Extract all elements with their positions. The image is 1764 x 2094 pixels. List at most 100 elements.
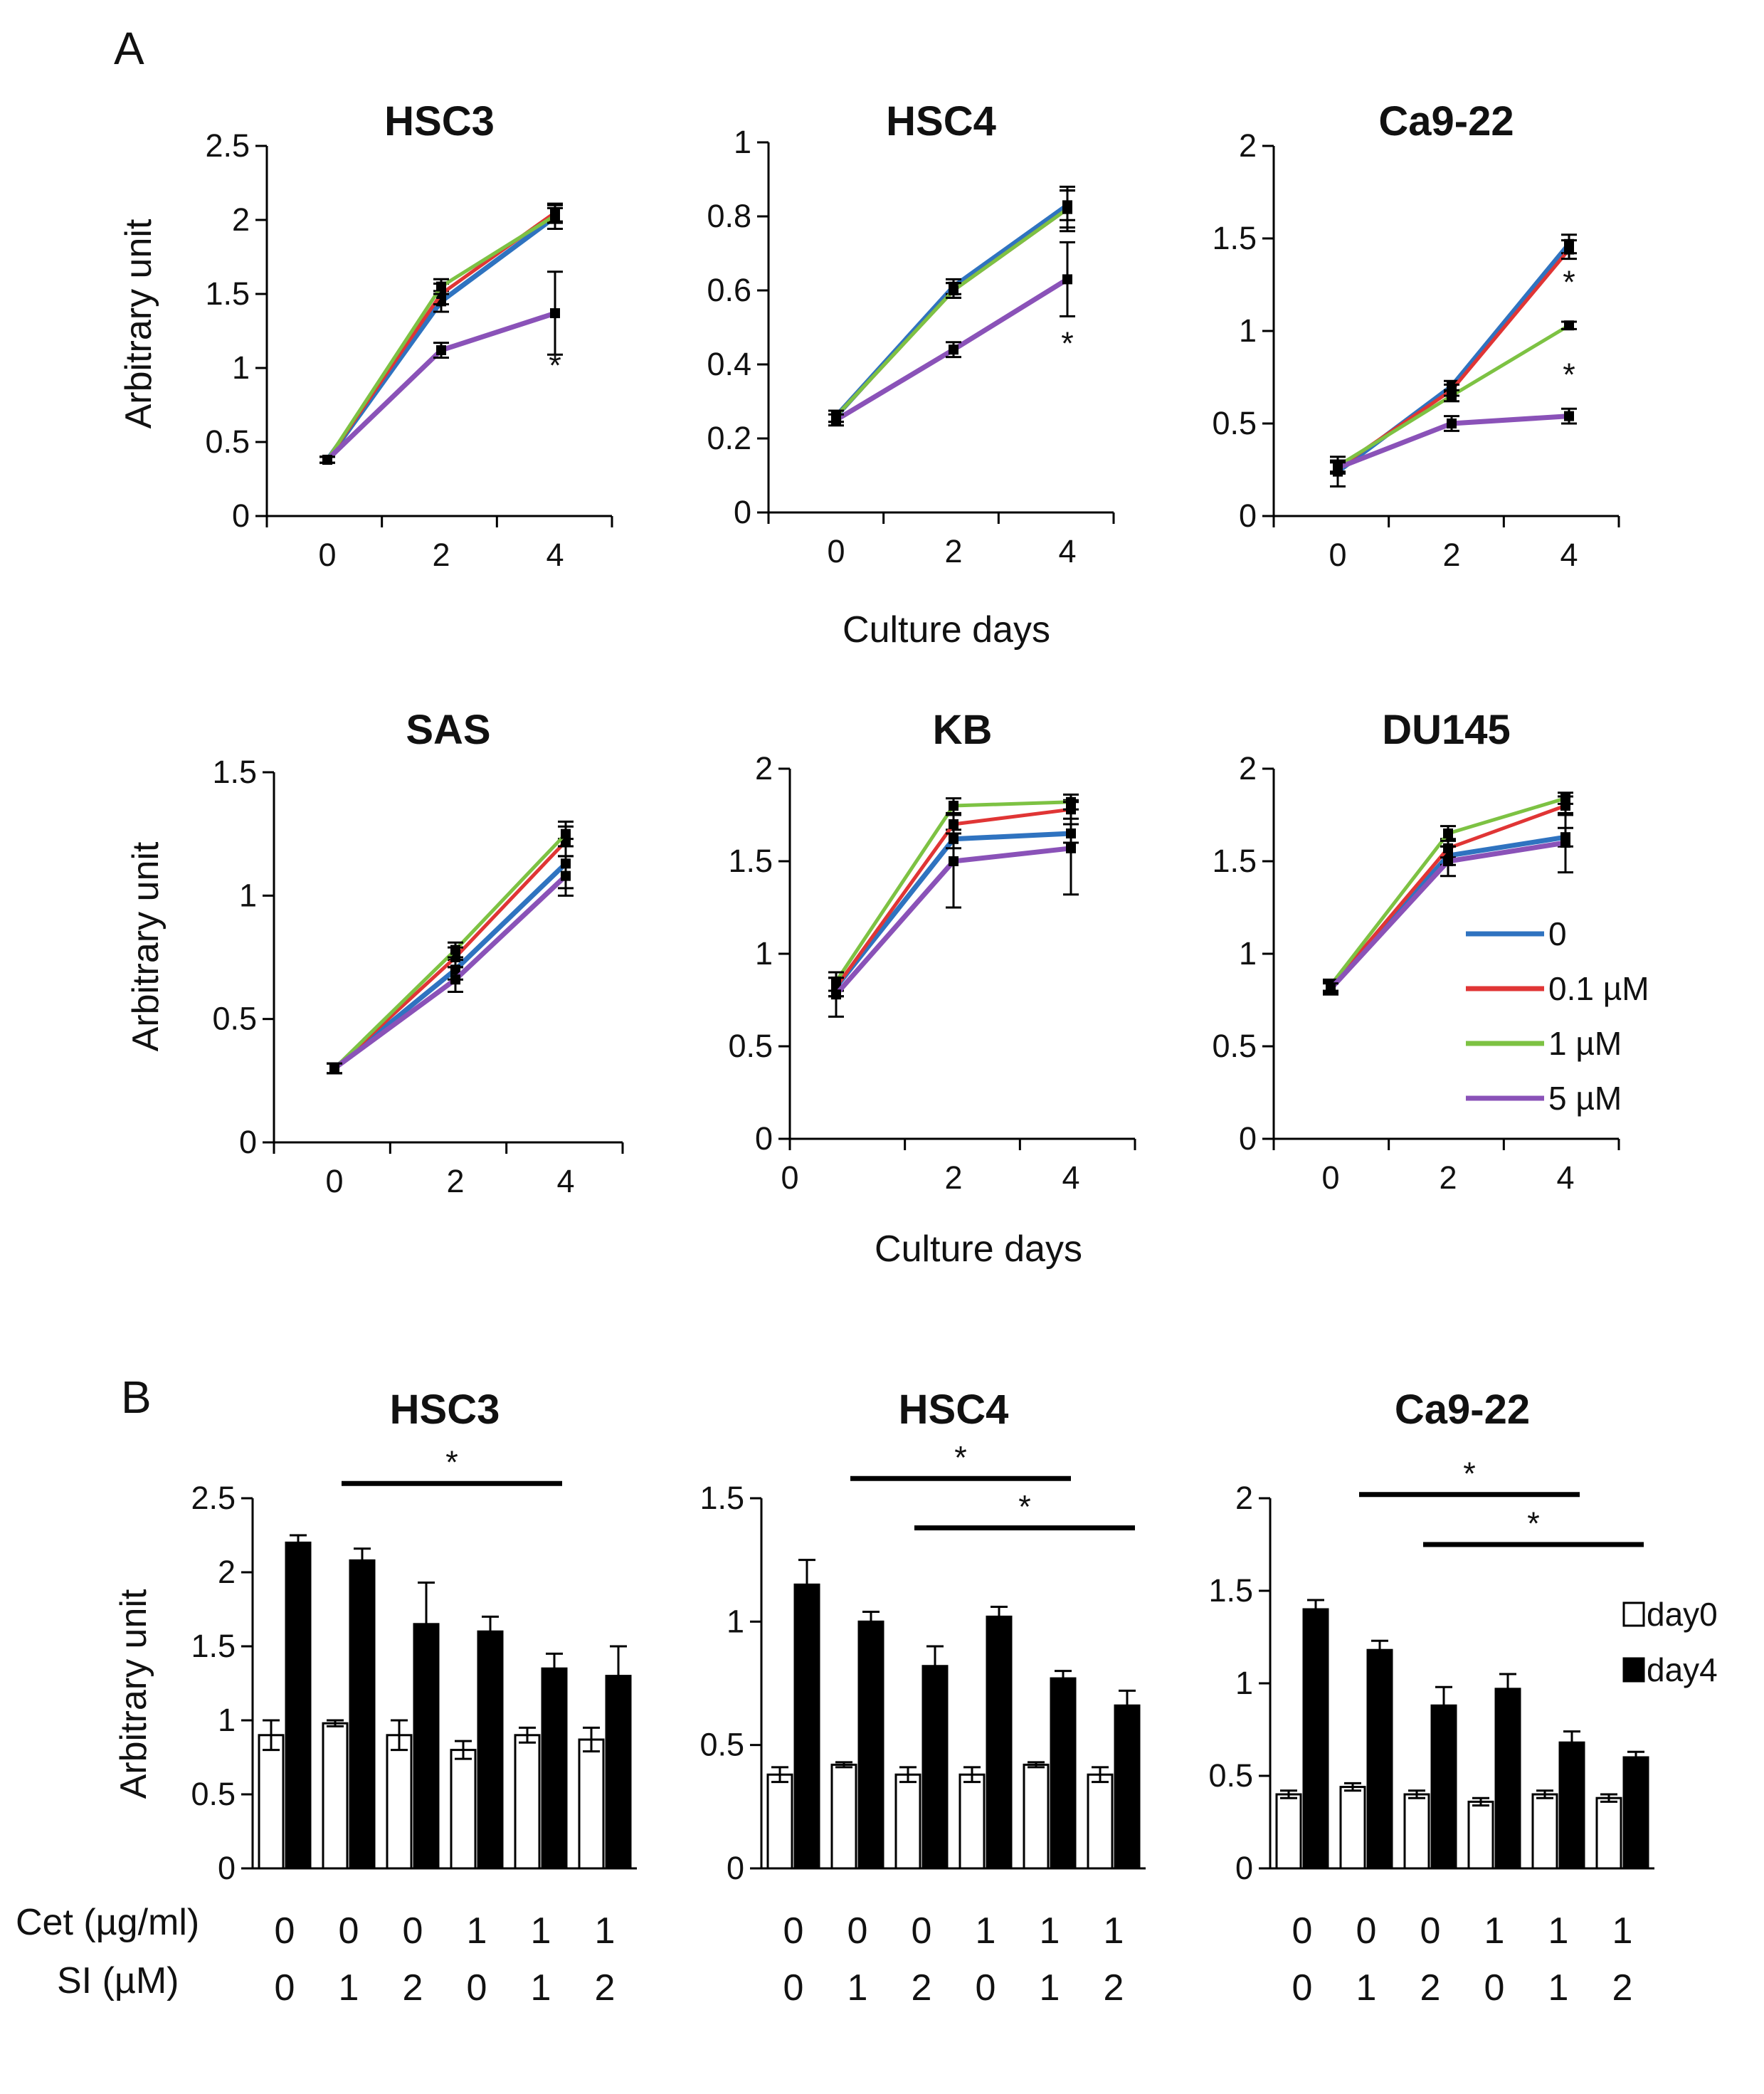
bar-day0 (1023, 1763, 1050, 1870)
y-tick-label: 1 (218, 1702, 236, 1738)
bar-day4 (921, 1665, 949, 1870)
bar-day4 (605, 1675, 632, 1870)
chart-title: HSC4 (886, 98, 996, 144)
bar-day0 (450, 1749, 477, 1870)
bar-day4 (986, 1615, 1013, 1870)
significance-star: * (1563, 357, 1575, 393)
si-value: 0 (467, 1967, 487, 2009)
bar-day4 (1050, 1677, 1077, 1870)
si-value: 2 (595, 1967, 616, 2009)
data-point (1564, 411, 1574, 421)
y-tick-label: 0.5 (699, 1727, 744, 1763)
si-value: 2 (403, 1967, 423, 2009)
data-point (322, 454, 332, 465)
y-tick-label: 0.5 (1212, 405, 1257, 441)
y-tick-label: 2 (1239, 127, 1257, 164)
cet-value: 0 (847, 1910, 868, 1952)
y-tick-label: 0 (1239, 1120, 1257, 1157)
chart-b-hsc4: HSC4 0 0.5 1 1.5 0 0 0 1 0 2 1 0 1 1 1 2 * * (699, 1387, 1146, 2009)
series-0-1-m (319, 202, 563, 465)
series-5-m (828, 801, 1079, 1018)
y-tick-label: 0.5 (1212, 1028, 1257, 1064)
y-tick-label: 0.8 (707, 198, 751, 234)
data-point (1560, 793, 1570, 804)
si-value: 0 (783, 1967, 804, 2009)
bar-day0 (1087, 1773, 1114, 1870)
y-tick-label: 1.5 (212, 754, 257, 790)
si-value: 1 (1548, 1967, 1569, 2009)
series-5-m (1330, 407, 1577, 475)
bar-day4 (349, 1559, 376, 1870)
data-point (831, 989, 841, 1000)
bar-day4 (285, 1541, 312, 1870)
si-value: 1 (531, 1967, 551, 2009)
series-line (325, 310, 556, 462)
y-tick-label: 1.5 (205, 275, 250, 312)
significance-star: * (1563, 264, 1575, 300)
bar-day4 (541, 1667, 568, 1870)
si-value: 0 (275, 1967, 295, 2009)
data-point (561, 870, 571, 881)
bar-day4 (1622, 1756, 1649, 1870)
legend-swatch (1622, 1657, 1645, 1683)
cet-value: 0 (1356, 1910, 1377, 1952)
bar-day0 (1403, 1793, 1430, 1870)
cet-value: 1 (1612, 1910, 1633, 1952)
significance-star: * (1463, 1456, 1476, 1492)
y-tick-label: 2 (1235, 1480, 1253, 1516)
chart-a-hsc4: HSC4 0 0.2 0.4 0.6 0.8 1 0 2 4 * (707, 98, 1115, 569)
y-axis-label-row2: Arbitrary unit (125, 841, 167, 1051)
x-tick-label: 2 (1439, 1159, 1457, 1196)
series-1-m (1330, 320, 1577, 473)
significance-star: * (549, 347, 561, 384)
series-line (333, 832, 567, 1070)
bar-day0 (958, 1773, 986, 1870)
legend-label: 0.1 µM (1548, 970, 1649, 1007)
bar-day4 (857, 1620, 884, 1870)
cet-value: 1 (595, 1910, 616, 1952)
y-tick-label: 0 (218, 1850, 236, 1886)
cet-value: 1 (1484, 1910, 1505, 1952)
si-value: 1 (1040, 1967, 1060, 2009)
data-point (1062, 274, 1072, 285)
y-tick-label: 0.5 (1208, 1757, 1253, 1794)
data-point (550, 210, 560, 221)
y-tick-label: 2 (1239, 750, 1257, 786)
bar-day4 (1558, 1741, 1585, 1870)
x-tick-label: 0 (325, 1163, 343, 1199)
y-tick-label: 1 (734, 124, 751, 160)
significance-star: * (954, 1439, 967, 1475)
x-tick-label: 4 (1062, 1159, 1079, 1196)
y-tick-label: 1.5 (1212, 843, 1257, 879)
y-tick-label: 0 (1239, 498, 1257, 534)
y-tick-label: 0 (239, 1124, 257, 1160)
cet-value: 0 (275, 1910, 295, 1952)
cet-value: 1 (1104, 1910, 1124, 1952)
y-tick-label: 2 (232, 201, 250, 238)
cet-value: 1 (976, 1910, 996, 1952)
series-line (835, 207, 1069, 418)
bar-day0 (894, 1773, 921, 1870)
series-1-m (828, 793, 1079, 992)
x-tick-label: 0 (318, 537, 336, 573)
series-0 (319, 204, 563, 465)
bar-legend: day0 day4 (1622, 1596, 1718, 1688)
x-tick-label: 4 (1556, 1159, 1574, 1196)
cet-value: 0 (1420, 1910, 1441, 1952)
series-5-m (1323, 811, 1573, 996)
series-line (325, 211, 556, 461)
si-value: 1 (847, 1967, 868, 2009)
y-tick-label: 1 (727, 1603, 744, 1639)
si-row-label: SI (µM) (57, 1960, 179, 2001)
series-5-m (828, 241, 1075, 427)
data-point (561, 828, 571, 839)
y-tick-label: 0.5 (728, 1028, 773, 1064)
data-point (1443, 856, 1453, 866)
data-point (949, 344, 958, 355)
x-axis-label-row1: Culture days (843, 609, 1050, 651)
chart-a-hsc3: HSC3 0 0.5 1 1.5 2 2.5 0 2 4 * (205, 98, 613, 573)
y-tick-label: 1 (755, 935, 773, 972)
data-point (1447, 391, 1457, 401)
cet-value: 0 (339, 1910, 359, 1952)
